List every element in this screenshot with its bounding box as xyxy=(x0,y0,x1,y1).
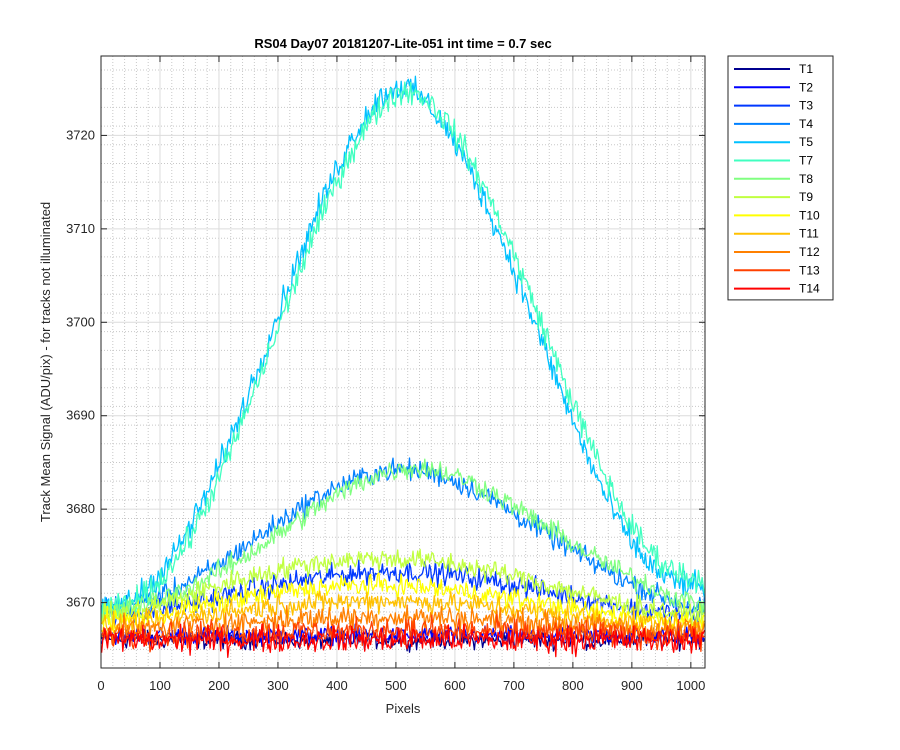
legend-label-t12: T12 xyxy=(799,245,820,259)
series-line-t10 xyxy=(101,572,705,633)
x-tick-label: 500 xyxy=(385,678,407,693)
y-tick-label: 3710 xyxy=(66,221,95,236)
x-tick-label: 1000 xyxy=(676,678,705,693)
legend-label-t8: T8 xyxy=(799,172,813,186)
legend: T1 T2 T3 T4 T5 T7 T8 T9 T10 T11 T12 T13 T14 xyxy=(727,55,834,301)
series-line-t8 xyxy=(100,458,706,624)
x-tick-label: 200 xyxy=(208,678,230,693)
y-tick-label: 3680 xyxy=(66,501,95,516)
x-tick-label: 300 xyxy=(267,678,289,693)
legend-label-t4: T4 xyxy=(799,117,813,131)
legend-label-t11: T11 xyxy=(799,227,819,241)
x-tick-label: 0 xyxy=(97,678,104,693)
legend-label-t5: T5 xyxy=(799,135,813,149)
plot-frame xyxy=(100,55,706,669)
series-lines xyxy=(100,75,706,658)
y-tick-label: 3690 xyxy=(66,408,95,423)
legend-label-t1: T1 xyxy=(799,62,813,76)
x-tick-label: 900 xyxy=(621,678,643,693)
legend-label-t9: T9 xyxy=(799,190,813,204)
series-line-t11 xyxy=(101,590,705,637)
series-line-t5 xyxy=(100,75,706,620)
legend-label-t3: T3 xyxy=(799,99,813,113)
x-axis-label: Pixels xyxy=(386,701,421,716)
x-axis: 0 100 200 300 400 500 600 700 800 900 1000 xyxy=(97,56,705,693)
chart-title: RS04 Day07 20181207-Lite-051 int time = … xyxy=(254,36,551,51)
series-line-t12 xyxy=(101,604,706,646)
series-line-t14 xyxy=(100,623,706,658)
legend-label-t7: T7 xyxy=(799,154,813,168)
y-tick-label: 3670 xyxy=(66,595,95,610)
x-tick-label: 800 xyxy=(562,678,584,693)
legend-label-t10: T10 xyxy=(799,208,820,222)
series-line-t7 xyxy=(100,81,706,621)
series-line-t9 xyxy=(100,548,705,630)
legend-label-t2: T2 xyxy=(799,80,813,94)
x-tick-label: 100 xyxy=(149,678,171,693)
y-tick-label: 3720 xyxy=(66,127,95,142)
x-tick-label: 700 xyxy=(503,678,525,693)
legend-label-t14: T14 xyxy=(799,282,820,296)
y-axis-label: Track Mean Signal (ADU/pix) - for tracks… xyxy=(38,202,53,522)
y-axis: 3670 3680 3690 3700 3710 3720 xyxy=(66,127,705,610)
x-tick-label: 600 xyxy=(444,678,466,693)
legend-label-t13: T13 xyxy=(799,263,820,277)
x-tick-label: 400 xyxy=(326,678,348,693)
y-tick-label: 3700 xyxy=(66,314,95,329)
